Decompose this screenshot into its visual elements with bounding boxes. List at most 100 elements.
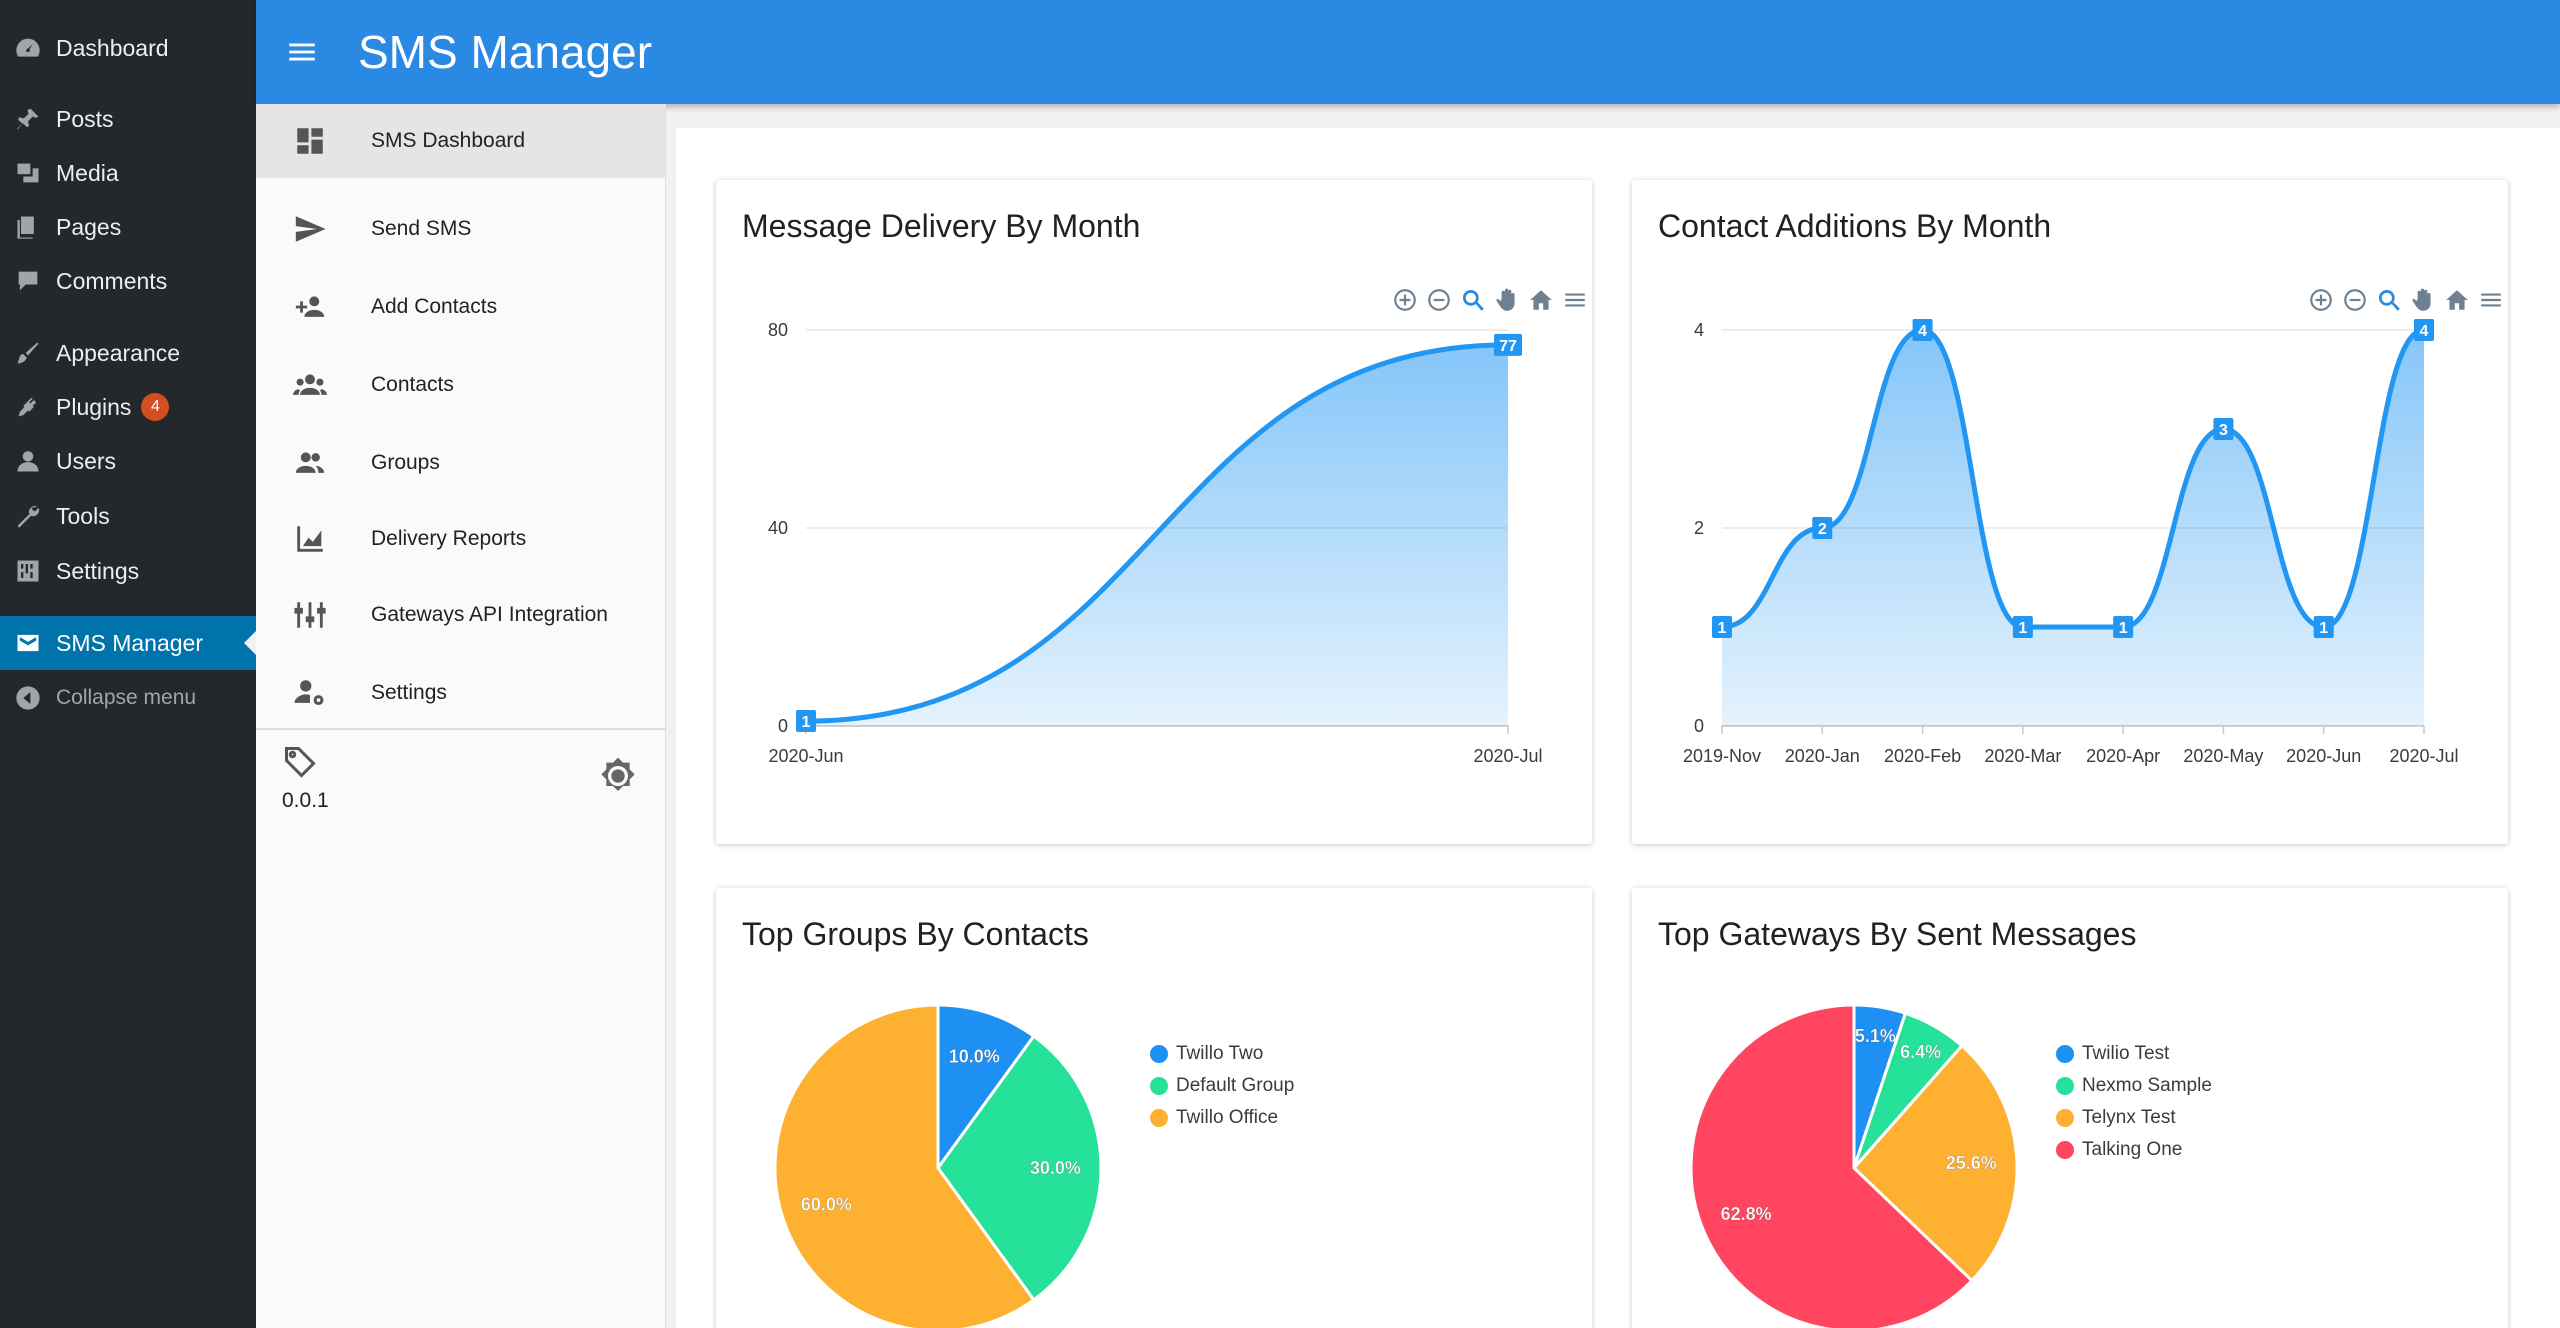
pan-button[interactable] xyxy=(2406,285,2440,315)
nav-send-sms[interactable]: Send SMS xyxy=(256,192,665,266)
legend-label: Twillo Two xyxy=(1176,1043,1264,1064)
data-point-marker[interactable] xyxy=(796,710,816,733)
nav-sms-dashboard[interactable]: SMS Dashboard xyxy=(256,104,665,178)
wp-menu-tools[interactable]: Tools xyxy=(0,489,256,543)
version-number: 0.0.1 xyxy=(282,789,329,812)
x-tick-label: 2020-Jun xyxy=(2286,746,2361,766)
wp-menu-media[interactable]: Media xyxy=(0,146,256,200)
wp-menu-posts[interactable]: Posts xyxy=(0,92,256,146)
zoom-out-button[interactable] xyxy=(2338,285,2372,315)
menu-icon xyxy=(2481,293,2501,307)
people-icon xyxy=(256,368,371,402)
nav-gateways-api[interactable]: Gateways API Integration xyxy=(256,578,665,652)
y-tick-label: 0 xyxy=(778,716,788,736)
reset-zoom-button[interactable] xyxy=(1524,285,1558,315)
zoom-out-button[interactable] xyxy=(1422,285,1456,315)
legend-item[interactable]: Twillo Office xyxy=(1150,1102,1294,1134)
legend-marker xyxy=(2056,1077,2074,1095)
area-chart-icon xyxy=(256,522,371,556)
wp-menu-collapse[interactable]: Collapse menu xyxy=(0,671,256,725)
chart-menu-button[interactable] xyxy=(1558,285,1592,315)
wp-menu-appearance[interactable]: Appearance xyxy=(0,326,256,380)
card-title: Top Groups By Contacts xyxy=(742,916,1089,952)
data-point-marker[interactable] xyxy=(1912,319,1933,341)
legend-marker xyxy=(2056,1141,2074,1159)
data-label: 1 xyxy=(2119,620,2128,637)
reset-zoom-button[interactable] xyxy=(2440,285,2474,315)
legend-item[interactable]: Telynx Test xyxy=(2056,1102,2212,1134)
pie-slice[interactable] xyxy=(1689,1003,1974,1328)
wp-menu-label: Users xyxy=(56,447,117,474)
slice-value-label: 25.6% xyxy=(1946,1153,1997,1173)
sms-icon xyxy=(0,616,56,670)
pie-slice[interactable] xyxy=(1851,1043,2019,1283)
legend-item[interactable]: Talking One xyxy=(2056,1134,2212,1166)
data-label: 1 xyxy=(802,714,811,731)
tag-icon xyxy=(285,747,316,778)
wp-menu-comments[interactable]: Comments xyxy=(0,254,256,308)
legend-item[interactable]: Default Group xyxy=(1150,1070,1294,1102)
wp-menu-dashboard[interactable]: Dashboard xyxy=(0,21,256,75)
y-tick-label: 2 xyxy=(1694,518,1704,538)
wp-menu-label: Comments xyxy=(56,267,168,294)
x-tick-label: 2020-Jun xyxy=(768,746,843,766)
series-line xyxy=(805,342,1509,724)
selection-zoom-button[interactable] xyxy=(2372,285,2406,315)
dashboard-icon xyxy=(0,21,56,75)
wp-menu-settings[interactable]: Settings xyxy=(0,544,256,598)
zoom-in-button[interactable] xyxy=(1388,285,1422,315)
x-tick-label: 2020-Feb xyxy=(1884,746,1961,766)
wp-menu-label: Plugins xyxy=(56,393,132,420)
chart-menu-button[interactable] xyxy=(2474,285,2508,315)
nav-label: SMS Dashboard xyxy=(371,129,526,152)
chart-legend: Twillo Two Default Group Twillo Office xyxy=(1150,1038,1294,1134)
nav-label: Add Contacts xyxy=(371,295,498,318)
wp-menu-pages[interactable]: Pages xyxy=(0,200,256,254)
data-point-marker[interactable] xyxy=(2012,616,2033,638)
pan-hand-icon xyxy=(2412,288,2431,311)
card-title: Message Delivery By Month xyxy=(742,208,1141,244)
slice-value-label: 30.0% xyxy=(1030,1158,1081,1178)
pie-slice[interactable] xyxy=(936,1034,1103,1302)
legend-item[interactable]: Twillo Two xyxy=(1150,1038,1294,1070)
x-tick-label: 2020-Jan xyxy=(1785,746,1860,766)
x-tick-label: 2020-Apr xyxy=(2086,746,2160,766)
legend-label: Twilio Test xyxy=(2082,1043,2170,1064)
selection-zoom-button[interactable] xyxy=(1456,285,1490,315)
data-point-marker[interactable] xyxy=(2313,616,2334,638)
slice-value-label: 5.1% xyxy=(1855,1026,1896,1046)
data-point-marker[interactable] xyxy=(2213,418,2234,440)
chart-legend: Twilio Test Nexmo Sample Telynx Test Talkin… xyxy=(2056,1038,2212,1166)
wp-menu-sms-manager[interactable]: SMS Manager xyxy=(0,616,256,670)
nav-groups[interactable]: Groups xyxy=(256,426,665,500)
media-icon xyxy=(0,146,56,200)
zoom-in-button[interactable] xyxy=(2304,285,2338,315)
pie-slice[interactable] xyxy=(936,1003,1036,1173)
message-delivery-card: Message Delivery By Month 0 40 80 2020-Jun 2… xyxy=(716,180,1592,844)
version-info: 0.0.1 xyxy=(282,744,329,813)
nav-delivery-reports[interactable]: Delivery Reports xyxy=(256,502,665,576)
nav-settings[interactable]: Settings xyxy=(256,656,665,730)
nav-add-contacts[interactable]: Add Contacts xyxy=(256,270,665,344)
slice-value-label: 62.8% xyxy=(1721,1204,1772,1224)
data-point-marker[interactable] xyxy=(1712,616,1732,638)
theme-toggle-button[interactable] xyxy=(598,756,638,796)
legend-item[interactable]: Twilio Test xyxy=(2056,1038,2212,1070)
zoom-out-icon xyxy=(1428,289,1450,311)
pie-slice[interactable] xyxy=(773,1003,1036,1328)
legend-item[interactable]: Nexmo Sample xyxy=(2056,1070,2212,1102)
wp-menu-users[interactable]: Users xyxy=(0,434,256,488)
data-point-marker[interactable] xyxy=(1812,517,1833,539)
data-point-marker[interactable] xyxy=(2113,616,2134,638)
data-point-marker[interactable] xyxy=(2414,319,2434,341)
wp-menu-plugins[interactable]: Plugins 4 xyxy=(0,380,256,434)
data-point-marker[interactable] xyxy=(1494,333,1522,356)
pan-button[interactable] xyxy=(1490,285,1524,315)
x-tick-label: 2020-May xyxy=(2183,746,2263,766)
data-label: 3 xyxy=(2219,422,2228,439)
chart-toolbar xyxy=(1388,285,1592,315)
hamburger-menu-button[interactable] xyxy=(256,0,348,104)
nav-contacts[interactable]: Contacts xyxy=(256,348,665,422)
data-label: 2 xyxy=(1818,521,1827,538)
wp-menu-label: Dashboard xyxy=(56,34,169,61)
